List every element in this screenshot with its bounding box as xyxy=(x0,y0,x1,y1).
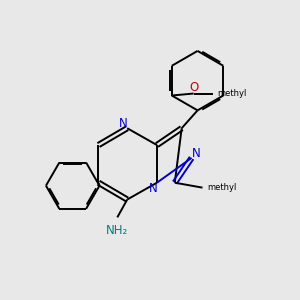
Text: N: N xyxy=(148,182,157,195)
Text: methyl: methyl xyxy=(208,183,237,192)
Text: NH₂: NH₂ xyxy=(106,224,128,237)
Text: methyl: methyl xyxy=(218,89,247,98)
Text: O: O xyxy=(189,81,198,94)
Text: N: N xyxy=(192,148,201,160)
Text: N: N xyxy=(119,117,128,130)
